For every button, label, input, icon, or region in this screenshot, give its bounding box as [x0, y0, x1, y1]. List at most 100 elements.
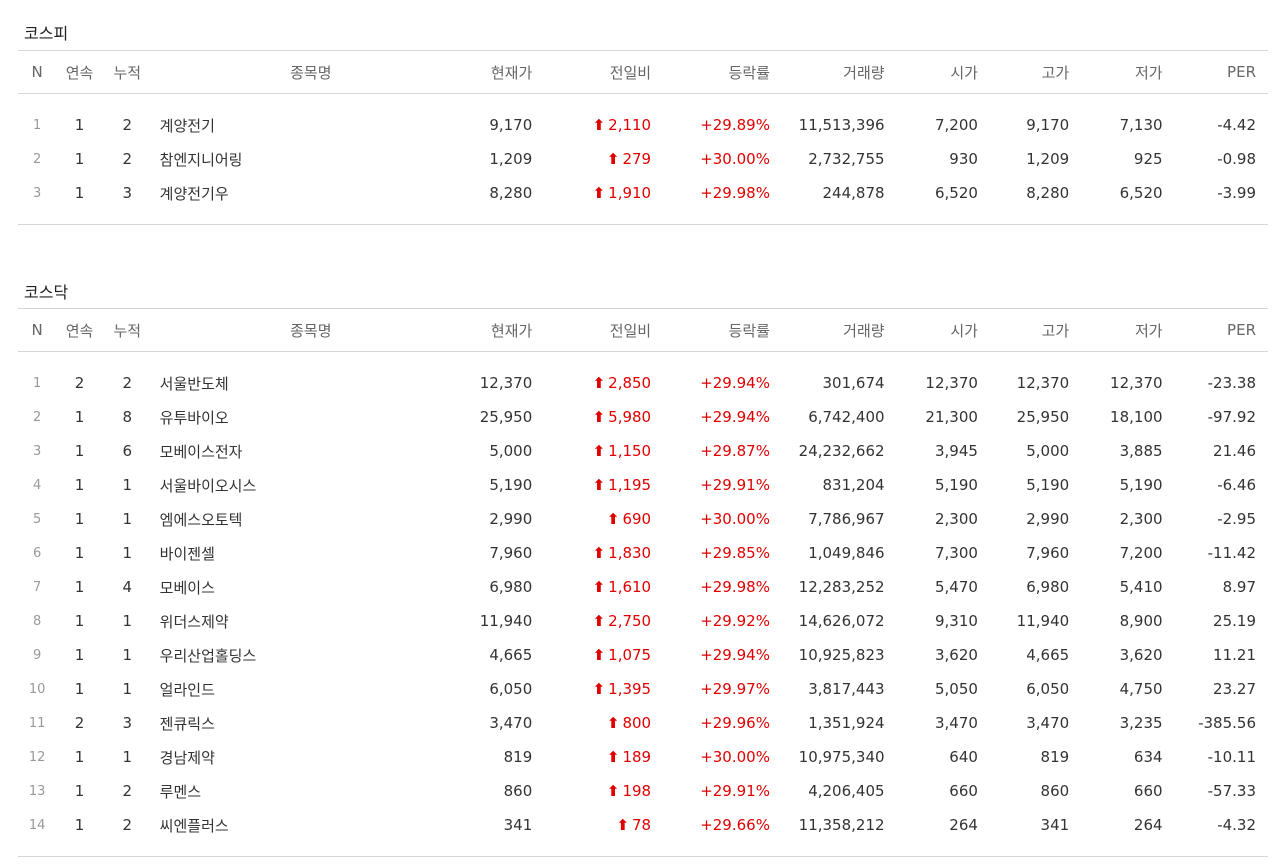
col-volume-cell: 12,283,252 — [798, 578, 885, 596]
change-value: 2,850 — [608, 374, 652, 392]
stock-name-link[interactable]: 루멘스 — [159, 782, 202, 801]
stock-name-link[interactable]: 계양전기우 — [159, 184, 229, 203]
col-low-cell: 634 — [1133, 748, 1163, 766]
col-change-cell: ⬆ 690 — [544, 502, 663, 536]
up-arrow-icon: ⬆ — [592, 476, 606, 494]
col-cumulative-cell: 2 — [122, 116, 133, 134]
col-rate-cell: +29.91% — [700, 782, 770, 800]
col-streak-cell: 1 — [74, 476, 85, 494]
stock-name-link[interactable]: 얼라인드 — [159, 680, 215, 699]
stock-name-link[interactable]: 젠큐릭스 — [159, 714, 215, 733]
col-streak-cell: 1 — [74, 646, 85, 664]
col-streak-cell: 2 — [74, 714, 85, 732]
stock-name-link[interactable]: 서울반도체 — [159, 374, 229, 393]
col-rate-cell: +30.00% — [700, 748, 770, 766]
col-high-header: 고가 — [989, 50, 1082, 94]
change-value: 5,980 — [608, 408, 652, 426]
col-low-cell: 6,520 — [1119, 184, 1163, 202]
col-high-cell: 8,280 — [1026, 184, 1070, 202]
col-change-cell: ⬆ 1,395 — [544, 672, 663, 706]
col-per-cell: 11.21 — [1213, 646, 1256, 664]
stock-name-link[interactable]: 엠에스오토텍 — [159, 510, 243, 529]
change-value: 279 — [622, 150, 652, 168]
col-streak-cell: 1 — [74, 816, 85, 834]
col-cumulative-cell: 1 — [122, 476, 133, 494]
table-row: 13 1 2 루멘스 860 ⬆ 198 +29.91% 4,206,405 660 860 660 -… — [18, 774, 1268, 808]
col-n-cell: 2 — [32, 409, 42, 425]
up-arrow-icon: ⬆ — [592, 578, 606, 596]
table-row: 12 1 1 경남제약 819 ⬆ 189 +30.00% 10,975,340 640 819 63… — [18, 740, 1268, 774]
table-header-row: N 연속 누적 종목명 현재가 전일비 등락률 거래량 시가 고가 저가 PER — [18, 50, 1268, 94]
col-streak-cell: 1 — [74, 748, 85, 766]
col-high-cell: 341 — [1040, 816, 1070, 834]
col-per-cell: 25.19 — [1213, 612, 1256, 630]
col-volume-cell: 1,351,924 — [808, 714, 885, 732]
col-rate-cell: +29.92% — [700, 612, 770, 630]
col-price-cell: 9,170 — [489, 116, 533, 134]
stock-name-link[interactable]: 바이젠셀 — [159, 544, 215, 563]
col-n-cell: 11 — [28, 715, 46, 731]
col-rate-cell: +30.00% — [700, 510, 770, 528]
stock-name-link[interactable]: 모베이스전자 — [159, 442, 243, 461]
col-volume-cell: 2,732,755 — [808, 150, 885, 168]
col-high-cell: 9,170 — [1026, 116, 1070, 134]
stock-name-link[interactable]: 씨엔플러스 — [159, 816, 229, 835]
col-per-cell: -97.92 — [1207, 408, 1256, 426]
col-change-cell: ⬆ 1,075 — [544, 638, 663, 672]
col-low-cell: 5,410 — [1119, 578, 1163, 596]
col-change-cell: ⬆ 1,910 — [544, 176, 663, 210]
change-value: 2,110 — [608, 116, 652, 134]
col-open-cell: 3,945 — [934, 442, 978, 460]
col-volume-cell: 11,513,396 — [798, 116, 885, 134]
col-volume-cell: 1,049,846 — [808, 544, 885, 562]
col-volume-cell: 244,878 — [822, 184, 885, 202]
col-change-cell: ⬆ 189 — [544, 740, 663, 774]
col-high-cell: 4,665 — [1026, 646, 1070, 664]
col-rate-cell: +30.00% — [700, 150, 770, 168]
table-row: 2 1 8 유투바이오 25,950 ⬆ 5,980 +29.94% 6,742,400 21,3… — [18, 400, 1268, 434]
stock-name-link[interactable]: 위더스제약 — [159, 612, 229, 631]
stock-name-link[interactable]: 경남제약 — [159, 748, 215, 767]
col-low-cell: 3,620 — [1119, 646, 1163, 664]
table-row: 7 1 4 모베이스 6,980 ⬆ 1,610 +29.98% 12,283,252 5,470… — [18, 570, 1268, 604]
col-per-cell: -10.11 — [1207, 748, 1256, 766]
col-streak-header: 연속 — [56, 50, 103, 94]
col-per-cell: 8.97 — [1222, 578, 1256, 596]
col-price-header: 현재가 — [470, 50, 545, 94]
col-cumulative-cell: 1 — [122, 544, 133, 562]
stock-name-link[interactable]: 유투바이오 — [159, 408, 229, 427]
col-open-cell: 640 — [949, 748, 978, 766]
col-high-cell: 7,960 — [1026, 544, 1070, 562]
col-price-cell: 3,470 — [489, 714, 533, 732]
change-value: 690 — [622, 510, 652, 528]
col-price-cell: 5,190 — [489, 476, 533, 494]
change-value: 1,075 — [608, 646, 652, 664]
col-price-cell: 6,980 — [489, 578, 533, 596]
col-low-cell: 2,300 — [1119, 510, 1163, 528]
table-row: 3 1 6 모베이스전자 5,000 ⬆ 1,150 +29.87% 24,232,662 3,9… — [18, 434, 1268, 468]
stock-name-link[interactable]: 우리산업홀딩스 — [159, 646, 257, 665]
col-per-cell: 21.46 — [1213, 442, 1256, 460]
stock-name-link[interactable]: 모베이스 — [159, 578, 215, 597]
stock-name-link[interactable]: 서울바이오시스 — [159, 476, 257, 495]
col-cumulative-cell: 1 — [122, 612, 133, 630]
col-price-cell: 7,960 — [489, 544, 533, 562]
col-open-cell: 5,190 — [934, 476, 978, 494]
col-per-cell: -4.42 — [1217, 116, 1256, 134]
stock-name-link[interactable]: 계양전기 — [159, 116, 215, 135]
col-change-cell: ⬆ 1,610 — [544, 570, 663, 604]
table-header-row: N 연속 누적 종목명 현재가 전일비 등락률 거래량 시가 고가 저가 PER — [18, 308, 1268, 352]
col-price-cell: 341 — [503, 816, 533, 834]
stock-name-link[interactable]: 참엔지니어링 — [159, 150, 243, 169]
col-rate-cell: +29.98% — [700, 184, 770, 202]
col-n-cell: 1 — [32, 375, 42, 391]
col-open-cell: 2,300 — [934, 510, 978, 528]
col-streak-cell: 1 — [74, 782, 85, 800]
up-arrow-icon: ⬆ — [606, 510, 620, 528]
col-n-cell: 12 — [28, 749, 46, 765]
col-price-cell: 860 — [503, 782, 533, 800]
col-per-cell: -11.42 — [1207, 544, 1256, 562]
col-high-cell: 3,470 — [1026, 714, 1070, 732]
change-value: 1,150 — [608, 442, 652, 460]
kosdaq-section-title: 코스닥 — [24, 283, 69, 302]
